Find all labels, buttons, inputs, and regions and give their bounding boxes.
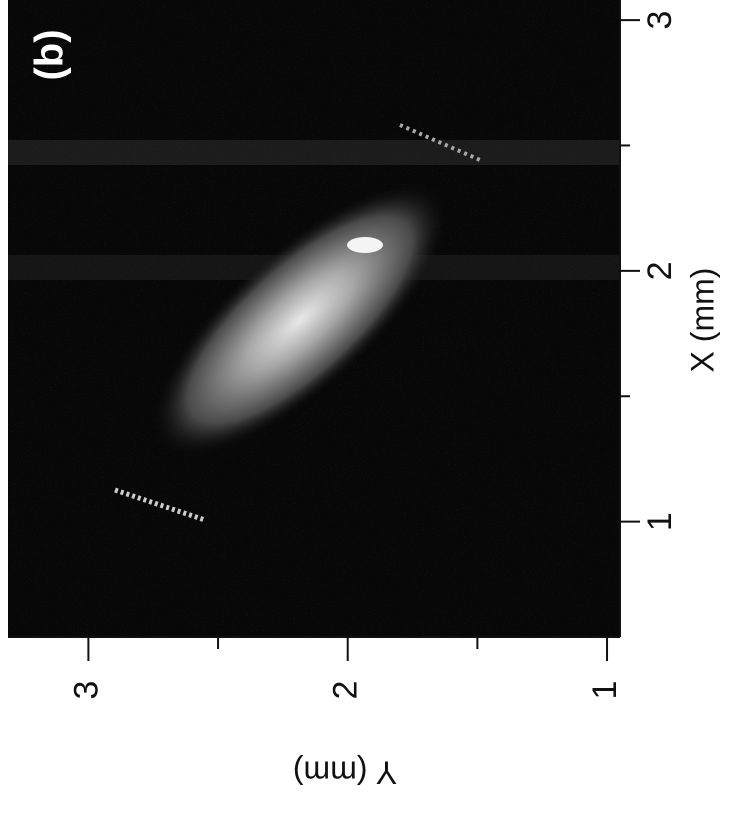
panel-label: (b) — [28, 29, 72, 80]
x-tick-label: 1 — [641, 512, 679, 531]
y-tick-label: 2 — [327, 681, 365, 700]
y-tick-label: 1 — [586, 681, 624, 700]
y-tick-label: 3 — [67, 681, 105, 700]
x-axis-label: X (mm) — [684, 268, 720, 373]
x-tick-label: 2 — [641, 261, 679, 280]
image — [8, 0, 620, 637]
x-tick-label: 3 — [641, 11, 679, 30]
y-axis-label: Y (mm) — [293, 755, 397, 791]
